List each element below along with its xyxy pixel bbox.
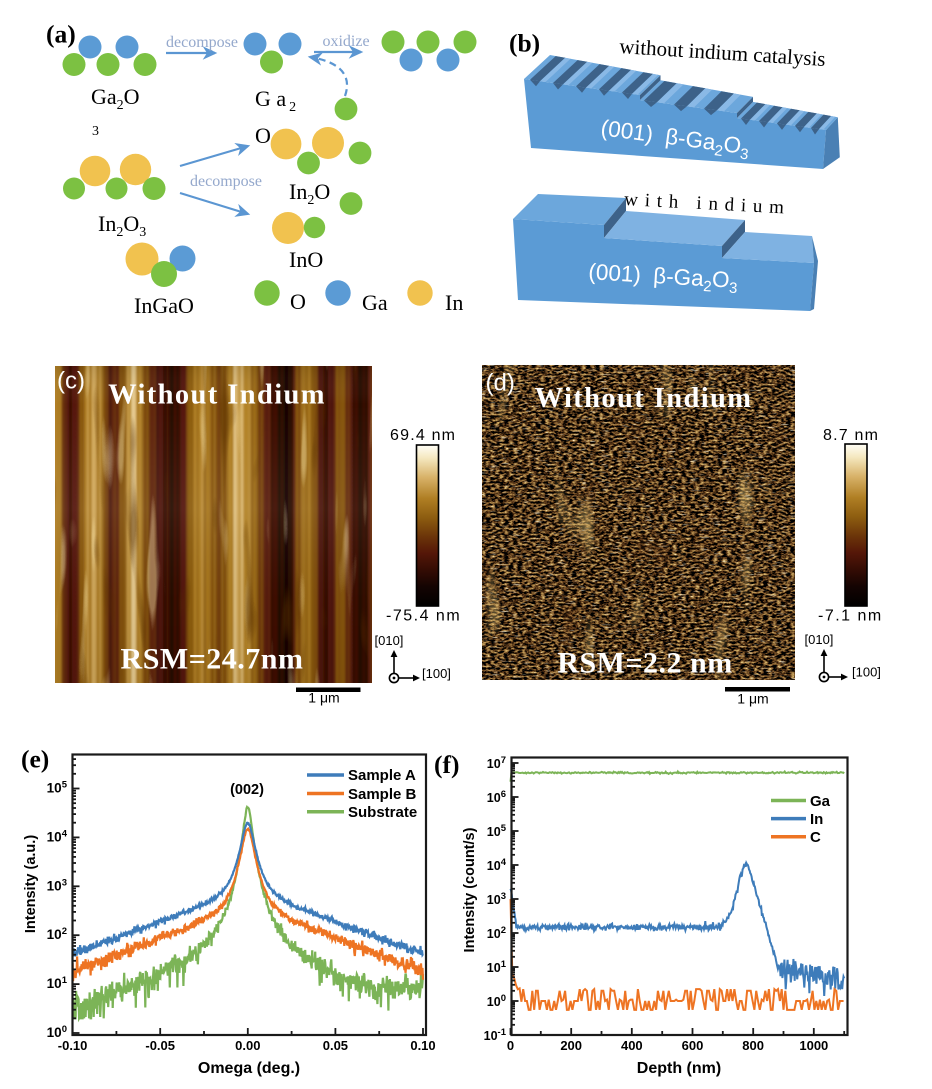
svg-text:-7.1 nm: -7.1 nm <box>818 608 883 625</box>
svg-text:G a2: G a2 <box>255 86 296 115</box>
svg-text:Ga: Ga <box>810 793 831 810</box>
svg-text:[010]: [010] <box>375 633 404 648</box>
svg-text:104: 104 <box>47 828 68 844</box>
svg-text:400: 400 <box>621 1038 643 1053</box>
svg-text:RSM=24.7nm: RSM=24.7nm <box>121 643 304 676</box>
svg-text:RSM=2.2 nm: RSM=2.2 nm <box>557 647 732 680</box>
svg-text:69.4 nm: 69.4 nm <box>390 427 456 444</box>
svg-text:102: 102 <box>47 926 67 942</box>
svg-text:O: O <box>290 289 306 314</box>
svg-text:102: 102 <box>487 925 506 941</box>
svg-text:Depth (nm): Depth (nm) <box>637 1060 721 1077</box>
svg-text:InO: InO <box>289 247 323 272</box>
svg-text:decompose: decompose <box>166 34 238 51</box>
svg-text:Ga2O: Ga2O <box>91 84 140 113</box>
svg-text:oxidize: oxidize <box>322 33 369 50</box>
svg-text:105: 105 <box>47 780 68 796</box>
svg-text:1000: 1000 <box>799 1038 828 1053</box>
svg-text:[100]: [100] <box>422 666 451 681</box>
svg-text:Intensity (a.u.): Intensity (a.u.) <box>23 835 39 933</box>
svg-text:800: 800 <box>742 1038 764 1053</box>
svg-text:(e): (e) <box>21 745 49 774</box>
svg-text:-75.4 nm: -75.4 nm <box>386 608 461 625</box>
svg-text:decompose: decompose <box>190 173 262 190</box>
svg-text:107: 107 <box>487 755 506 771</box>
svg-text:In2O: In2O <box>289 179 330 208</box>
svg-text:(002): (002) <box>230 782 264 798</box>
svg-text:In: In <box>810 811 823 828</box>
svg-text:0.05: 0.05 <box>323 1038 348 1053</box>
svg-text:[010]: [010] <box>805 632 834 647</box>
svg-text:106: 106 <box>487 789 506 805</box>
svg-text:(d): (d) <box>486 370 515 397</box>
svg-text:(c): (c) <box>57 368 85 395</box>
svg-text:Without Indium: Without Indium <box>108 380 326 411</box>
svg-text:0.00: 0.00 <box>235 1038 260 1053</box>
svg-text:Omega (deg.): Omega (deg.) <box>198 1060 300 1077</box>
svg-text:without indium catalysis: without indium catalysis <box>619 34 827 71</box>
svg-text:-0.05: -0.05 <box>145 1038 175 1053</box>
svg-text:Sample B: Sample B <box>348 786 417 803</box>
svg-text:10-1: 10-1 <box>484 1027 507 1043</box>
svg-text:(f): (f) <box>434 750 459 779</box>
svg-text:O: O <box>255 123 271 148</box>
svg-text:0: 0 <box>507 1038 514 1053</box>
svg-text:600: 600 <box>682 1038 704 1053</box>
svg-text:3: 3 <box>92 124 99 139</box>
svg-text:1 μm: 1 μm <box>308 690 339 706</box>
svg-text:101: 101 <box>487 959 507 975</box>
svg-text:(a): (a) <box>46 20 76 49</box>
svg-text:Without Indium: Without Indium <box>535 383 753 414</box>
svg-text:[100]: [100] <box>852 665 881 680</box>
svg-text:104: 104 <box>487 857 507 873</box>
svg-text:In: In <box>445 290 463 315</box>
svg-text:Intensity (count/s): Intensity (count/s) <box>462 827 478 952</box>
svg-text:Sample A: Sample A <box>348 767 416 784</box>
svg-text:0.10: 0.10 <box>410 1038 435 1053</box>
svg-text:103: 103 <box>487 891 506 907</box>
svg-text:103: 103 <box>47 877 67 893</box>
svg-text:101: 101 <box>47 975 68 991</box>
svg-text:8.7 nm: 8.7 nm <box>823 427 879 444</box>
svg-text:105: 105 <box>487 823 507 839</box>
svg-text:100: 100 <box>487 993 506 1009</box>
svg-text:InGaO: InGaO <box>134 293 194 318</box>
svg-text:200: 200 <box>560 1038 582 1053</box>
svg-text:C: C <box>810 829 821 846</box>
svg-text:In2O3: In2O3 <box>98 211 146 240</box>
svg-text:-0.10: -0.10 <box>58 1038 88 1053</box>
svg-text:Substrate: Substrate <box>348 804 417 821</box>
svg-text:1 μm: 1 μm <box>737 691 768 707</box>
svg-text:Ga: Ga <box>362 290 388 315</box>
svg-text:(b): (b) <box>509 29 540 58</box>
